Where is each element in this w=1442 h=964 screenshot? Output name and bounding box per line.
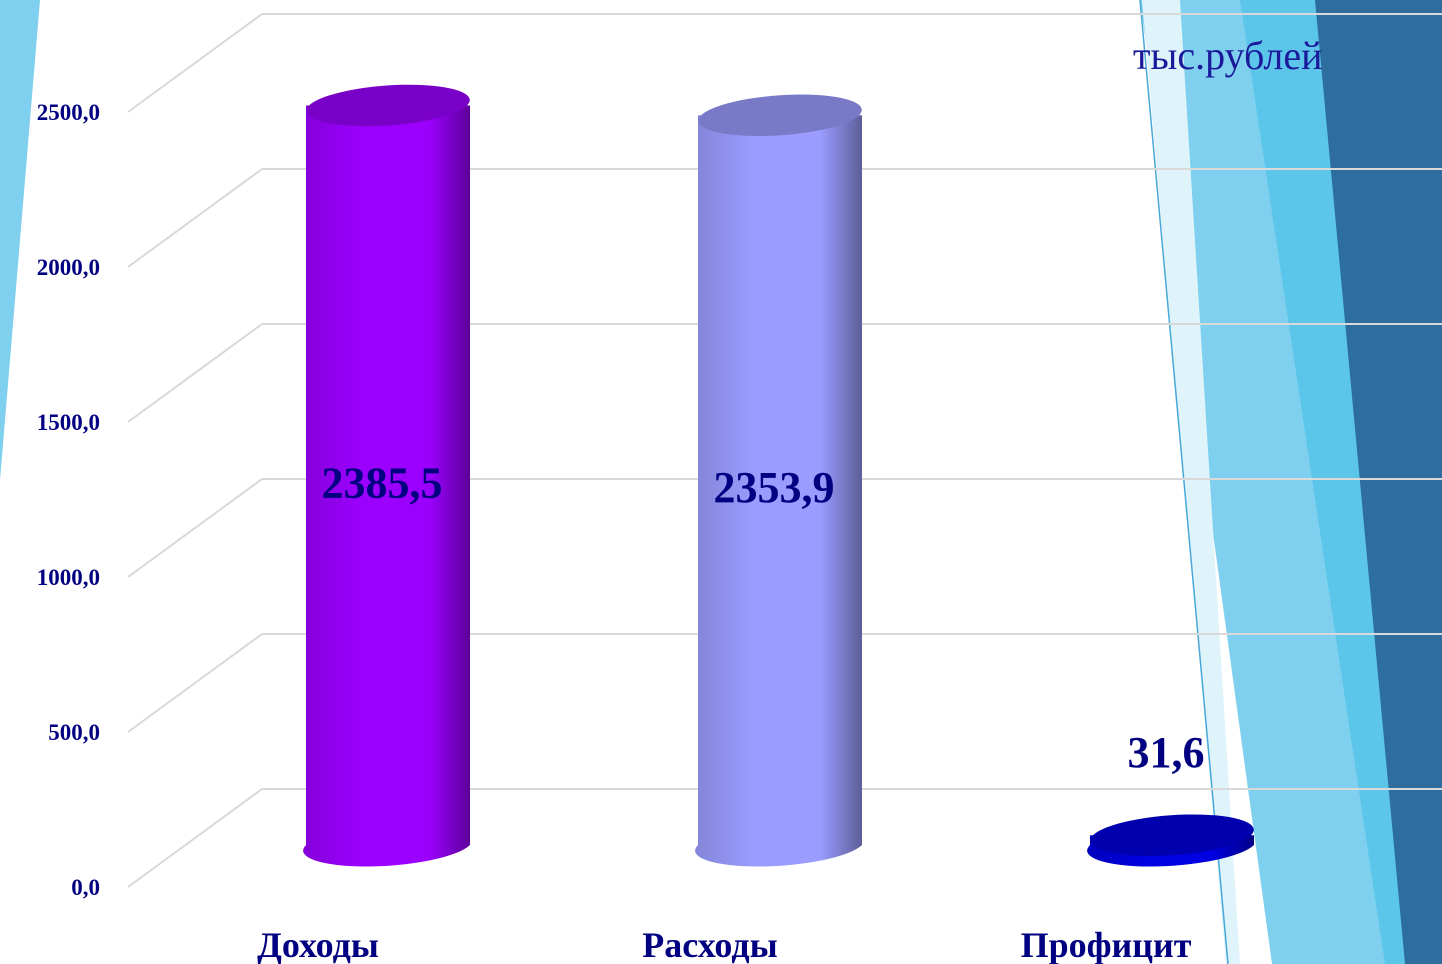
value-labels: 2385,5 2353,9 31,6 [322,458,1205,777]
category-label: Доходы [257,925,379,964]
bar-top [306,84,470,127]
category-label: Расходы [642,925,777,964]
gridline-side [127,633,263,733]
bar-3 [1087,814,1254,867]
bar-2 [695,94,862,867]
y-tick-label: 1500,0 [37,410,100,435]
y-tick-label: 2000,0 [37,255,100,280]
y-tick-label: 1000,0 [37,565,100,590]
gridline-side [127,788,263,888]
x-axis: Доходы Расходы Профицит [257,925,1192,964]
unit-label: тыс.рублей [1133,33,1323,78]
bar-top [1090,814,1254,856]
y-tick-label: 0,0 [71,875,100,900]
right-accent-edge [1139,0,1229,964]
category-label: Профицит [1021,925,1192,964]
gridline-side [127,323,263,423]
y-tick-label: 500,0 [48,720,100,745]
right-accent-highlight [1142,0,1240,964]
left-accent-stripe [0,0,40,480]
gridline-side [127,168,263,268]
y-axis: 0,0 500,0 1000,0 1500,0 2000,0 2500,0 [37,100,100,900]
y-tick-label: 2500,0 [37,100,100,125]
bar-1 [303,84,470,867]
value-label: 2353,9 [714,463,835,512]
value-label: 2385,5 [322,458,443,507]
bars [303,84,1254,867]
value-label: 31,6 [1128,728,1205,777]
gridline-side [127,478,263,578]
bar-top [698,94,862,137]
right-accent-dark [1315,0,1442,964]
bar-body [303,105,470,867]
bar-body [695,115,862,867]
gridline-side [127,13,263,113]
